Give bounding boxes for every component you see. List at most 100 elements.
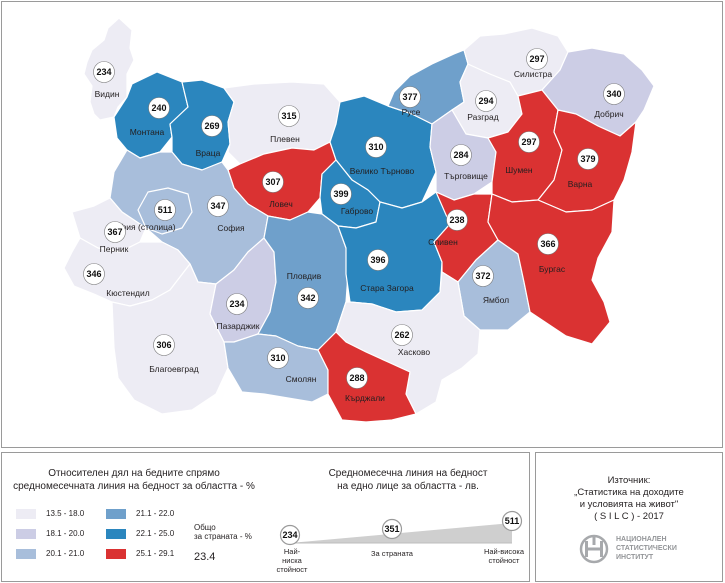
label-smolyan: Смолян bbox=[286, 374, 317, 384]
value-kyustendil: 346 bbox=[86, 269, 101, 279]
source-text: Източник: „Статистика на доходите и усло… bbox=[536, 475, 722, 523]
value-varna: 379 bbox=[580, 154, 595, 164]
legend-swatch-6 bbox=[106, 549, 126, 559]
value-pleven: 315 bbox=[281, 111, 296, 121]
value-stara-zagora: 396 bbox=[370, 255, 385, 265]
value-circle-yambol bbox=[472, 265, 494, 287]
value-circle-blagoevgrad bbox=[153, 334, 175, 356]
region-burgas[interactable] bbox=[487, 193, 615, 345]
label-plovdiv: Пловдив bbox=[287, 271, 322, 281]
value-circle-kyustendil bbox=[83, 263, 105, 285]
value-pazardzhik: 234 bbox=[229, 299, 244, 309]
poverty-line-title: Средномесечна линия на бедност на едно л… bbox=[292, 467, 524, 493]
label-veliko-tarnovo: Велико Търново bbox=[350, 166, 415, 176]
legend-title: Относителен дял на бедните спрямо средно… bbox=[2, 467, 266, 493]
value-smolyan: 310 bbox=[270, 353, 285, 363]
legend-swatch-3 bbox=[16, 549, 36, 559]
label-sofia: София bbox=[217, 223, 245, 233]
source-line4: ( S I L C ) - 2017 bbox=[594, 511, 664, 522]
value-dobrich: 340 bbox=[606, 89, 621, 99]
value-haskovo: 262 bbox=[394, 330, 409, 340]
legend-swatch-2 bbox=[16, 529, 36, 539]
source-line1: Източник: bbox=[607, 475, 651, 486]
label-silistra: Силистра bbox=[514, 69, 552, 79]
label-stara-zagora: Стара Загора bbox=[360, 283, 414, 293]
label-kyustendil: Кюстендил bbox=[106, 288, 150, 298]
value-circle-ruse bbox=[399, 86, 421, 108]
value-circle-razgrad bbox=[475, 90, 497, 112]
value-circle-targovishte bbox=[450, 144, 472, 166]
legend-label-2: 18.1 - 20.0 bbox=[46, 529, 85, 538]
value-ruse: 377 bbox=[402, 92, 417, 102]
value-circle-stara-zagora bbox=[367, 249, 389, 271]
label-blagoevgrad: Благоевград bbox=[149, 364, 199, 374]
min-value-circle bbox=[279, 524, 301, 546]
legend-panel: Относителен дял на бедните спрямо средно… bbox=[1, 452, 530, 582]
legend-swatch-1 bbox=[16, 509, 36, 519]
value-pernik: 367 bbox=[107, 227, 122, 237]
value-circle-haskovo bbox=[391, 324, 413, 346]
nsi-logo-icon bbox=[579, 534, 609, 564]
value-razgrad: 294 bbox=[478, 96, 493, 106]
value-vidin: 234 bbox=[96, 67, 111, 77]
label-lovech: Ловеч bbox=[269, 199, 293, 209]
source-panel: Източник: „Статистика на доходите и усло… bbox=[535, 452, 723, 582]
min-value: 234 bbox=[282, 530, 297, 540]
value-circle-varna bbox=[577, 148, 599, 170]
value-circle-shumen bbox=[518, 131, 540, 153]
label-pazardzhik: Пазарджик bbox=[216, 321, 259, 331]
value-silistra: 297 bbox=[529, 54, 544, 64]
label-sliven: Сливен bbox=[428, 237, 458, 247]
nsi-logo-line2: СТАТИСТИЧЕСКИ bbox=[616, 545, 677, 552]
label-pleven: Плевен bbox=[270, 134, 300, 144]
label-sofia-city: София (столица) bbox=[108, 222, 175, 232]
legend-swatch-4 bbox=[106, 509, 126, 519]
label-dobrich: Добрич bbox=[594, 109, 623, 119]
value-montana: 240 bbox=[151, 103, 166, 113]
value-lovech: 307 bbox=[265, 177, 280, 187]
country-value: 351 bbox=[384, 524, 399, 534]
label-razgrad: Разград bbox=[467, 112, 498, 122]
min-caption-line1: Най-ниска bbox=[282, 547, 302, 565]
max-value: 511 bbox=[505, 516, 520, 526]
value-yambol: 372 bbox=[475, 271, 490, 281]
total-label-line1: Общо bbox=[194, 523, 216, 532]
min-caption-line2: стойност bbox=[276, 565, 308, 574]
value-sofia-city: 511 bbox=[158, 205, 173, 215]
legend-label-6: 25.1 - 29.1 bbox=[136, 549, 175, 558]
label-gabrovo: Габрово bbox=[341, 206, 374, 216]
value-circle-pernik bbox=[104, 221, 126, 243]
label-shumen: Шумен bbox=[505, 165, 533, 175]
region-kyustendil[interactable] bbox=[63, 237, 191, 307]
value-circle-kardzhali bbox=[346, 367, 368, 389]
bulgaria-map: 234 Видин 240 Монтана 269 Враца 315 Плевен 307 Ло… bbox=[63, 17, 655, 423]
value-vratsa: 269 bbox=[204, 121, 219, 131]
value-circle-pleven bbox=[278, 105, 300, 127]
value-veliko-tarnovo: 310 bbox=[368, 142, 383, 152]
value-circle-dobrich bbox=[603, 83, 625, 105]
legend-swatch-5 bbox=[106, 529, 126, 539]
label-ruse: Русе bbox=[402, 107, 421, 117]
label-montana: Монтана bbox=[130, 127, 165, 137]
legend-label-1: 13.5 - 18.0 bbox=[46, 509, 85, 518]
total-label: Общо за страната - % bbox=[194, 523, 252, 541]
nsi-logo-text: НАЦИОНАЛЕН СТАТИСТИЧЕСКИ ИНСТИТУТ bbox=[616, 535, 677, 562]
nsi-logo-line1: НАЦИОНАЛЕН bbox=[616, 536, 667, 543]
map-panel: 234 Видин 240 Монтана 269 Враца 315 Плевен 307 Ло… bbox=[1, 1, 723, 448]
label-pernik: Перник bbox=[100, 244, 129, 254]
total-value: 23.4 bbox=[194, 551, 216, 563]
value-circle-sofia-city bbox=[154, 199, 176, 221]
value-circle-sofia bbox=[207, 195, 229, 217]
value-circle-sliven bbox=[446, 209, 468, 231]
label-haskovo: Хасково bbox=[398, 347, 431, 357]
value-kardzhali: 288 bbox=[349, 373, 364, 383]
value-shumen: 297 bbox=[521, 137, 536, 147]
value-circle-lovech bbox=[262, 171, 284, 193]
value-circle-montana bbox=[148, 97, 170, 119]
value-gabrovo: 399 bbox=[333, 189, 348, 199]
label-vidin: Видин bbox=[95, 89, 120, 99]
legend-title-line1: Относителен дял на бедните спрямо bbox=[48, 468, 220, 479]
value-sofia: 347 bbox=[210, 201, 225, 211]
max-value-circle bbox=[501, 510, 523, 532]
legend-label-5: 22.1 - 25.0 bbox=[136, 529, 175, 538]
